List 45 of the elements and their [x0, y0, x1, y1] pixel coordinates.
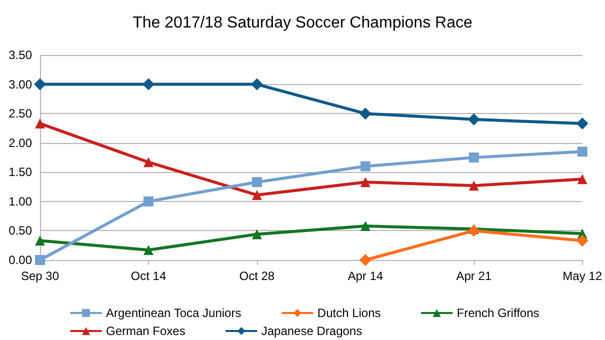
- point: [252, 190, 262, 200]
- legend-label: French Griffons: [456, 306, 540, 320]
- point: [35, 118, 45, 129]
- y-tick-label: 2.00: [8, 136, 32, 150]
- x-tick-label: Apr 21: [456, 269, 492, 283]
- point: [359, 254, 372, 266]
- point: [576, 118, 588, 130]
- point: [576, 234, 588, 247]
- point: [468, 180, 479, 191]
- y-tick-label: 2.50: [8, 106, 32, 121]
- point: [468, 152, 479, 162]
- y-tick-label: 0.00: [8, 253, 32, 267]
- x-tick-label: Oct 14: [130, 269, 166, 283]
- y-tick-label: 3.00: [8, 77, 32, 92]
- point: [468, 113, 480, 126]
- point: [577, 174, 588, 184]
- y-tick-label: 3.50: [8, 48, 32, 62]
- legend-label: Japanese Dragons: [261, 324, 362, 338]
- point: [143, 245, 154, 256]
- legend-label: Dutch Lions: [317, 306, 381, 320]
- point: [142, 78, 154, 90]
- x-tick-label: Apr 14: [348, 269, 384, 283]
- point: [360, 221, 370, 232]
- point: [252, 177, 262, 188]
- y-tick-label: 1.00: [8, 194, 32, 208]
- chart-title: The 2017/18 Saturday Soccer Champions Race: [132, 14, 472, 32]
- point: [35, 236, 45, 246]
- y-tick-label: 1.50: [8, 165, 32, 180]
- point: [360, 161, 370, 172]
- point: [34, 78, 46, 90]
- x-tick-label: Sep 30: [20, 269, 60, 283]
- point: [250, 78, 263, 90]
- point: [252, 229, 262, 240]
- legend-label: Argentinean Toca Juniors: [106, 306, 242, 320]
- point: [468, 224, 480, 237]
- legend-label: German Foxes: [106, 324, 186, 338]
- point: [359, 108, 372, 120]
- point: [360, 177, 370, 188]
- x-tick-label: Oct 28: [239, 269, 275, 283]
- y-tick-label: 0.50: [8, 224, 32, 238]
- point: [35, 255, 45, 265]
- point: [143, 157, 154, 168]
- point: [143, 196, 154, 206]
- x-tick-label: May 12: [562, 269, 602, 283]
- point: [577, 146, 588, 157]
